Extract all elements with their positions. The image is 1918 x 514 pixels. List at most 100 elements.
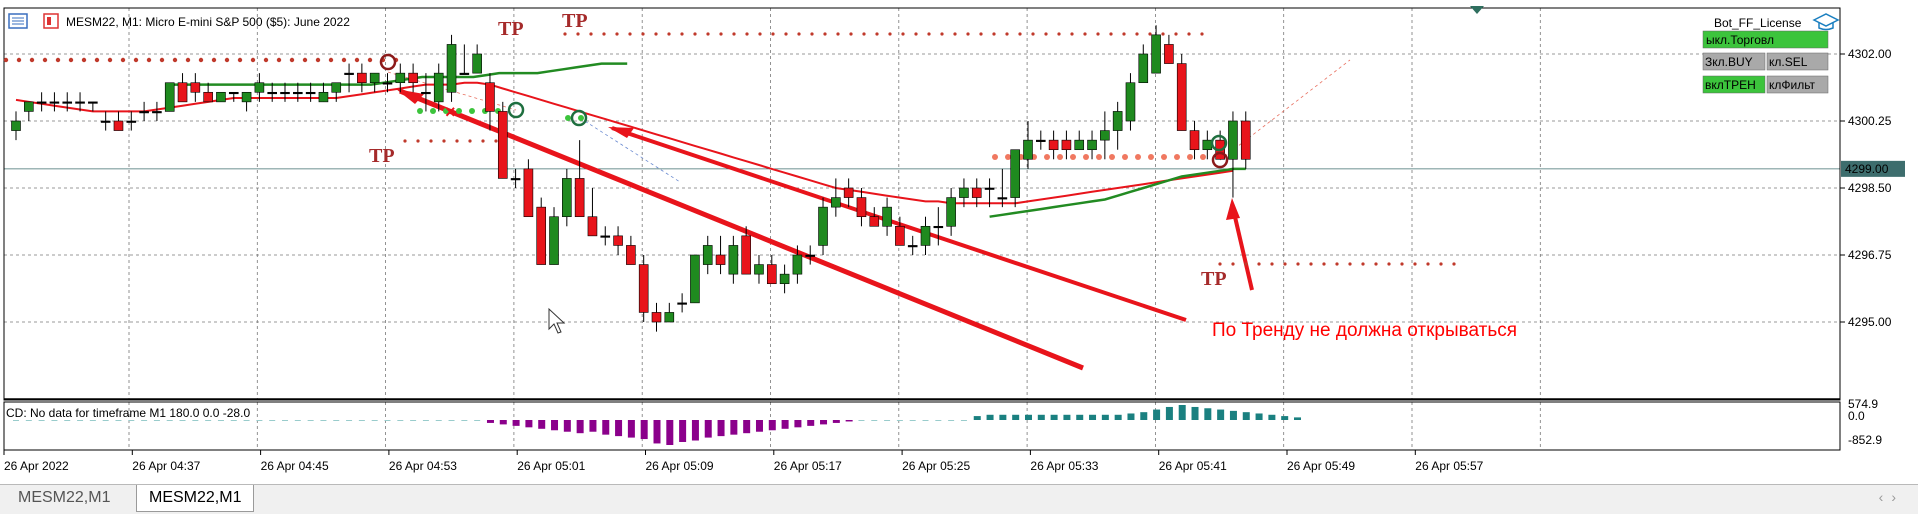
candle-body (1023, 139, 1033, 160)
tp-dot (302, 57, 308, 63)
hist-bar (858, 420, 865, 421)
hist-bar (538, 420, 546, 429)
tp-dot (276, 57, 282, 63)
tp-dot (1200, 154, 1206, 160)
trading-toggle-button[interactable] (1702, 30, 1829, 49)
hist-bar (384, 420, 391, 421)
close-sell-button[interactable] (1766, 52, 1829, 71)
candle-body (408, 72, 418, 84)
close-buy-button[interactable] (1702, 52, 1766, 71)
tp-dot (823, 32, 827, 36)
tp-dot (416, 139, 420, 143)
hist-bar (755, 420, 763, 432)
panel-separators (3, 7, 1841, 451)
candle-body (62, 101, 73, 104)
tab-mesm22-m1[interactable]: MESM22,M1 (6, 485, 122, 511)
price-axis: 4302.00 4300.25 4298.50 4296.75 4295.00 4299.… (1840, 47, 1905, 447)
candle-body (305, 91, 316, 95)
candle-body (100, 120, 111, 123)
filter-toggle-button[interactable] (1766, 75, 1829, 94)
tp-dot (888, 32, 892, 36)
tp-dot (602, 32, 606, 36)
tp-dot (680, 32, 684, 36)
tp-dot (354, 57, 360, 63)
hist-bar (576, 420, 584, 434)
tp-dot (1322, 262, 1326, 266)
y-tick-label: 4298.50 (1848, 181, 1892, 195)
hist-bar (1050, 414, 1058, 420)
candle-body (1138, 53, 1149, 84)
tp-dot (250, 57, 256, 63)
tp-dot (719, 32, 723, 36)
hist-bar (1063, 414, 1071, 420)
hist-bar (397, 420, 404, 421)
candle-body (293, 91, 303, 95)
hist-bar (1140, 412, 1148, 420)
x-tick-label: 26 Apr 04:37 (132, 459, 200, 473)
candle-body (1061, 139, 1072, 151)
hist-bar (691, 420, 699, 441)
hist-bar (653, 420, 661, 444)
candle-body (1228, 120, 1238, 160)
candle-body (766, 264, 777, 285)
entry-dot (565, 115, 571, 121)
trend-line (611, 126, 1187, 322)
menu-icon[interactable] (8, 13, 28, 29)
tp-dot (836, 32, 840, 36)
x-tick-label: 26 Apr 04:53 (389, 459, 457, 473)
tp-dot (927, 32, 931, 36)
candle-body (241, 91, 252, 103)
tp-dot (1148, 32, 1152, 36)
graduation-cap-icon (1812, 13, 1840, 31)
tp-dot (953, 32, 957, 36)
tp-dot (1361, 262, 1365, 266)
hist-bar (64, 420, 71, 421)
candle-body (216, 91, 226, 103)
chart-shift-marker[interactable] (1470, 6, 1484, 14)
tp-dot (1200, 32, 1204, 36)
tp-dot (468, 139, 472, 143)
tp-dot (263, 57, 269, 63)
tp-label: TP (562, 10, 588, 32)
tp-dot (367, 57, 373, 63)
tp-dot (615, 32, 619, 36)
candle-body (11, 120, 21, 131)
arrow-head (1226, 198, 1240, 220)
tab-scroll-arrows[interactable]: ‹› (1878, 489, 1904, 505)
ea-name-label: Bot_FF_License (1714, 16, 1802, 30)
tp-dot (1005, 154, 1011, 160)
candle-body (805, 254, 816, 257)
candle-body (831, 197, 841, 208)
tp-dot (1070, 32, 1074, 36)
tp-dot (1083, 32, 1087, 36)
hist-bar (1191, 406, 1199, 420)
candle-body (946, 197, 956, 227)
hist-bar (141, 420, 148, 421)
entry-dot (430, 108, 436, 114)
candle-body (357, 72, 367, 84)
trade-marker (379, 53, 397, 71)
hist-bar (935, 420, 942, 421)
entry-dot (578, 115, 584, 121)
candle-body (600, 235, 611, 238)
hist-bar (1037, 414, 1045, 420)
tp-dot (29, 57, 35, 63)
tp-dot (16, 57, 22, 63)
tab-mesm22-m1-active[interactable]: MESM22,M1 (136, 485, 255, 512)
chart-type-icon[interactable] (43, 13, 59, 29)
price-grid (4, 8, 1840, 450)
chart-tabs: MESM22,M1 MESM22,M1 ‹› (0, 484, 1918, 514)
trend-toggle-button[interactable] (1702, 75, 1766, 94)
candle-body (1010, 149, 1020, 198)
trading-toggle-label: ыкл.Торговл (1706, 33, 1774, 47)
hist-bar (192, 420, 199, 421)
indicator-level-label: 574.9 (1848, 397, 1878, 411)
hist-bar (743, 420, 751, 434)
candle-body (715, 254, 726, 265)
tp-dot (1005, 32, 1009, 36)
tp-dot (862, 32, 866, 36)
candle-body (113, 120, 124, 131)
tp-dot (289, 57, 295, 63)
tp-dot (628, 32, 632, 36)
tp-label: TP (1201, 268, 1227, 290)
